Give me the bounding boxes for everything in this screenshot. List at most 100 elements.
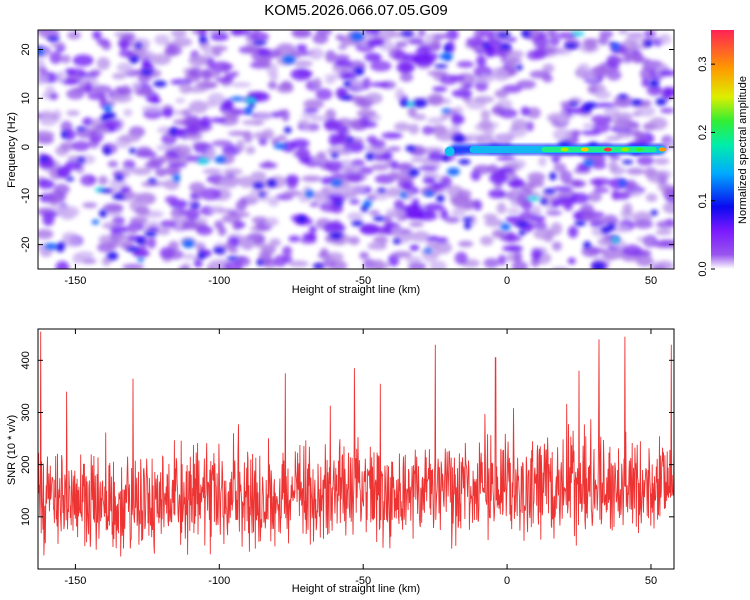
spectrogram-cell (545, 210, 562, 216)
spectrogram-cell (38, 30, 48, 38)
spectrogram-cell (319, 201, 340, 213)
spectrogram-cell (120, 186, 129, 194)
spectrogram-cell (245, 146, 256, 155)
spectrogram-cell (184, 114, 201, 128)
spectrogram-cell (585, 75, 599, 81)
spectrogram-y-ticks: -20 -10 0 10 20 (20, 43, 674, 253)
spectrogram-cell (492, 68, 510, 82)
spectrogram-cell (570, 192, 590, 204)
spectrogram-cell (92, 30, 102, 40)
spectrogram-cell (424, 203, 445, 212)
spectrogram-cell (650, 265, 667, 269)
spectrogram-cell (173, 109, 183, 116)
spectrogram-cell (392, 238, 401, 245)
spectrogram-cell (622, 202, 633, 216)
spectrogram-cell (188, 55, 208, 67)
spectrogram-cell (439, 52, 454, 61)
spectrogram-cell (392, 250, 412, 259)
spectrogram-cell (554, 47, 573, 55)
spectrogram-cell (314, 197, 332, 204)
spectrogram-cell (206, 147, 217, 156)
snr-x-tick-label: -100 (208, 575, 230, 587)
spectrogram-cell (641, 77, 651, 88)
spectrogram-cell (217, 226, 227, 236)
spectrogram-cell (302, 232, 317, 240)
spectrogram-cell (147, 178, 157, 184)
spectrogram-cell (610, 225, 630, 233)
spectrogram-cell (325, 160, 344, 173)
spectrogram-cell (209, 117, 227, 123)
spectrogram-cell (234, 212, 250, 218)
spectrogram-cell (286, 178, 298, 190)
spectrogram-cell (633, 219, 654, 229)
spectrogram-cell (432, 33, 453, 40)
spectrogram-cell (499, 43, 512, 50)
spectrogram-cell (603, 115, 614, 124)
spectrogram-cell (316, 151, 327, 160)
spectrogram-cell (310, 191, 329, 200)
spectrogram-cell (574, 220, 586, 227)
spectrogram-cell (655, 229, 673, 236)
spectrogram-cell (188, 100, 209, 114)
spectrogram-cell (464, 221, 472, 230)
spectrogram-cell (197, 157, 210, 165)
spectrogram-cell (507, 178, 525, 188)
spectrogram-cell (150, 97, 162, 104)
spectrogram-cell (367, 241, 383, 250)
spectrogram-cell (282, 245, 293, 257)
spectrogram-cell (96, 57, 111, 70)
spectrogram-cell (38, 66, 48, 75)
spectrogram-cell (348, 236, 360, 246)
spectrogram-x-tick-label: -100 (208, 275, 230, 287)
spectrogram-cell (49, 92, 58, 101)
spectrogram-cell (49, 51, 62, 65)
spectrogram-cell (219, 175, 238, 189)
spectrogram-cell (159, 220, 177, 228)
spectrogram-cell (312, 33, 329, 45)
spectrogram-cell (65, 176, 75, 182)
spectrogram-cell (399, 72, 414, 83)
spectrogram-cell (257, 47, 271, 57)
spectrogram-cell (121, 34, 136, 42)
spectrogram-cell (628, 123, 641, 130)
spectrogram-cell (583, 159, 594, 167)
spectrogram-cell (263, 160, 273, 168)
spectrogram-cell (636, 105, 656, 117)
spectrogram-cell (238, 238, 256, 250)
spectrogram-cell (67, 31, 82, 40)
spectrogram-cell (156, 144, 176, 152)
spectrogram-cell (61, 235, 81, 248)
spectrogram-cell (407, 106, 417, 118)
spectrogram-cell (458, 240, 474, 248)
spectrogram-cell (618, 94, 628, 99)
spectrogram-cell (497, 32, 511, 38)
spectrogram-cell (226, 113, 239, 120)
spectrogram-cell (77, 157, 85, 163)
spectrogram-cell (199, 187, 222, 201)
spectrogram-y-tick-label: -20 (20, 237, 32, 253)
spectrogram-cell (232, 220, 242, 231)
spectrogram-cell (646, 170, 669, 184)
spectrogram-cell (520, 106, 531, 117)
spectrogram-cell (551, 266, 569, 269)
spectrogram-cell (424, 248, 432, 253)
spectrogram-cell (170, 30, 187, 38)
spectrogram-cell (224, 260, 243, 269)
spectrogram-cell (649, 69, 658, 76)
spectrogram-cell (60, 130, 68, 139)
spectrogram-cell (471, 199, 480, 208)
spectrogram-cell (246, 192, 259, 203)
spectrogram-cell (137, 74, 152, 84)
spectrogram-cell (47, 36, 60, 42)
spectrogram-cell (315, 88, 333, 101)
spectrogram-cell (210, 32, 229, 42)
spectrogram-cell (591, 161, 607, 170)
spectrogram-cell (359, 251, 369, 260)
spectrogram-cell (273, 143, 287, 150)
spectrogram-cell (295, 44, 308, 51)
colorbar-tick-label: 0.2 (697, 125, 709, 140)
spectrogram-cell (277, 109, 286, 117)
spectrogram-cell (451, 208, 467, 217)
spectrogram-cell (400, 31, 414, 37)
spectrogram-cell (583, 241, 592, 249)
